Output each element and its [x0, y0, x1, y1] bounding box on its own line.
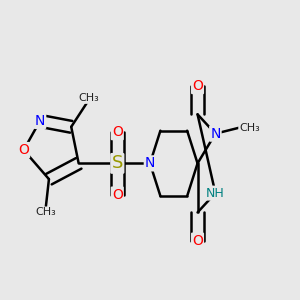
- Text: N: N: [145, 156, 155, 170]
- Text: NH: NH: [206, 187, 225, 200]
- Text: S: S: [112, 154, 123, 172]
- Text: O: O: [192, 79, 203, 93]
- Text: O: O: [192, 234, 203, 248]
- Text: O: O: [112, 188, 123, 202]
- Text: N: N: [210, 127, 220, 141]
- Text: CH₃: CH₃: [239, 123, 260, 133]
- Text: N: N: [35, 114, 45, 128]
- Text: CH₃: CH₃: [79, 93, 99, 103]
- Text: O: O: [112, 125, 123, 139]
- Text: CH₃: CH₃: [35, 207, 56, 218]
- Text: O: O: [18, 143, 29, 157]
